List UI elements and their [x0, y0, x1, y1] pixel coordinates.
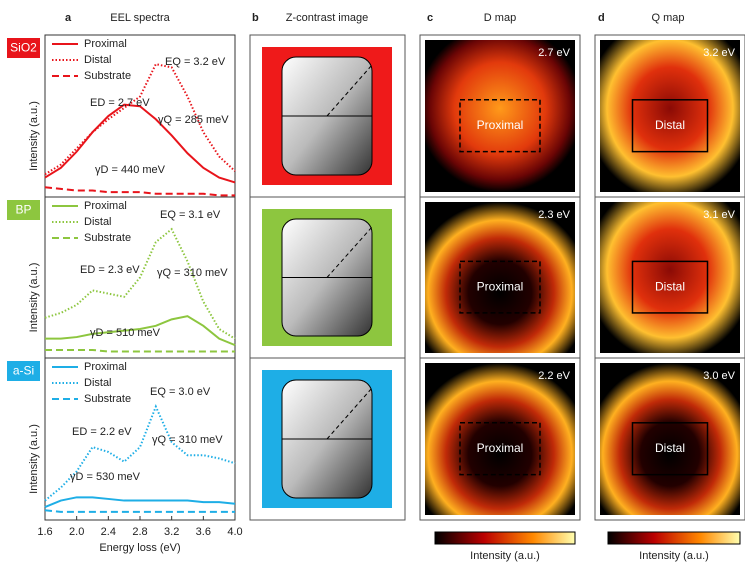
- map-energy: 2.3 eV: [538, 209, 570, 221]
- column-title: EEL spectra: [110, 12, 170, 24]
- colorbar: [435, 532, 575, 544]
- legend-label: Distal: [84, 216, 112, 228]
- colorbar-label: Intensity (a.u.): [470, 550, 540, 562]
- map-image: [425, 202, 575, 353]
- region-label: Proximal: [477, 118, 524, 132]
- y-axis-label: Intensity (a.u.): [28, 263, 40, 333]
- spectrum-line: [45, 187, 235, 195]
- legend-label: Substrate: [84, 70, 131, 82]
- map-energy: 3.0 eV: [703, 370, 735, 382]
- spectrum-line: [45, 350, 235, 352]
- sample-label: BP: [15, 203, 31, 217]
- peak-annotation: γD = 510 meV: [90, 327, 161, 339]
- legend-label: Distal: [84, 377, 112, 389]
- region-label: Proximal: [477, 279, 524, 293]
- map-energy: 3.1 eV: [703, 209, 735, 221]
- colorbar: [608, 532, 740, 544]
- panel-letter: d: [598, 12, 605, 24]
- panel-letter: b: [252, 12, 259, 24]
- region-label: Distal: [655, 118, 685, 132]
- peak-annotation: ED = 2.7 eV: [90, 97, 150, 109]
- x-tick-label: 3.6: [196, 526, 211, 538]
- legend-label: Proximal: [84, 200, 127, 212]
- map-image: [600, 363, 740, 515]
- x-tick-label: 2.8: [132, 526, 147, 538]
- y-axis-label: Intensity (a.u.): [28, 101, 40, 171]
- map-energy: 2.2 eV: [538, 370, 570, 382]
- peak-annotation: γD = 440 meV: [95, 164, 166, 176]
- x-tick-label: 2.4: [101, 526, 116, 538]
- column-title: Z-contrast image: [286, 12, 369, 24]
- column-title: D map: [484, 12, 516, 24]
- spectrum-line: [45, 510, 235, 512]
- legend-label: Proximal: [84, 38, 127, 50]
- peak-annotation: γQ = 310 meV: [152, 434, 223, 446]
- map-image: [425, 363, 575, 515]
- figure: a EEL spectra b Z-contrast image c D map d Q ma…: [0, 0, 745, 566]
- map-image: [600, 40, 740, 192]
- spectrum-line: [45, 229, 235, 338]
- legend-label: Distal: [84, 54, 112, 66]
- peak-annotation: γQ = 310 meV: [157, 267, 228, 279]
- x-tick-label: 2.0: [69, 526, 84, 538]
- region-label: Distal: [655, 441, 685, 455]
- map-energy: 2.7 eV: [538, 47, 570, 59]
- x-tick-label: 1.6: [37, 526, 52, 538]
- peak-annotation: ED = 2.2 eV: [72, 426, 132, 438]
- x-tick-label: 3.2: [164, 526, 179, 538]
- legend-label: Substrate: [84, 393, 131, 405]
- x-tick-label: 4.0: [227, 526, 242, 538]
- map-energy: 3.2 eV: [703, 47, 735, 59]
- legend-label: Substrate: [84, 232, 131, 244]
- peak-annotation: ED = 2.3 eV: [80, 264, 140, 276]
- column-title: Q map: [651, 12, 684, 24]
- panel-letter: c: [427, 12, 433, 24]
- map-image: [425, 40, 575, 192]
- colorbar-label: Intensity (a.u.): [639, 550, 709, 562]
- x-axis-label: Energy loss (eV): [99, 542, 180, 554]
- map-image: [600, 202, 740, 353]
- peak-annotation: EQ = 3.0 eV: [150, 386, 211, 398]
- region-label: Distal: [655, 279, 685, 293]
- panel-letter: a: [65, 12, 72, 24]
- spectrum-line: [45, 407, 235, 501]
- peak-annotation: EQ = 3.2 eV: [165, 56, 226, 68]
- peak-annotation: γD = 530 meV: [70, 471, 141, 483]
- sample-label: a-Si: [13, 364, 34, 378]
- sample-label: SiO2: [10, 41, 37, 55]
- y-axis-label: Intensity (a.u.): [28, 424, 40, 494]
- spectrum-line: [45, 497, 235, 507]
- peak-annotation: γQ = 285 meV: [158, 114, 229, 126]
- peak-annotation: EQ = 3.1 eV: [160, 209, 221, 221]
- region-label: Proximal: [477, 441, 524, 455]
- legend-label: Proximal: [84, 361, 127, 373]
